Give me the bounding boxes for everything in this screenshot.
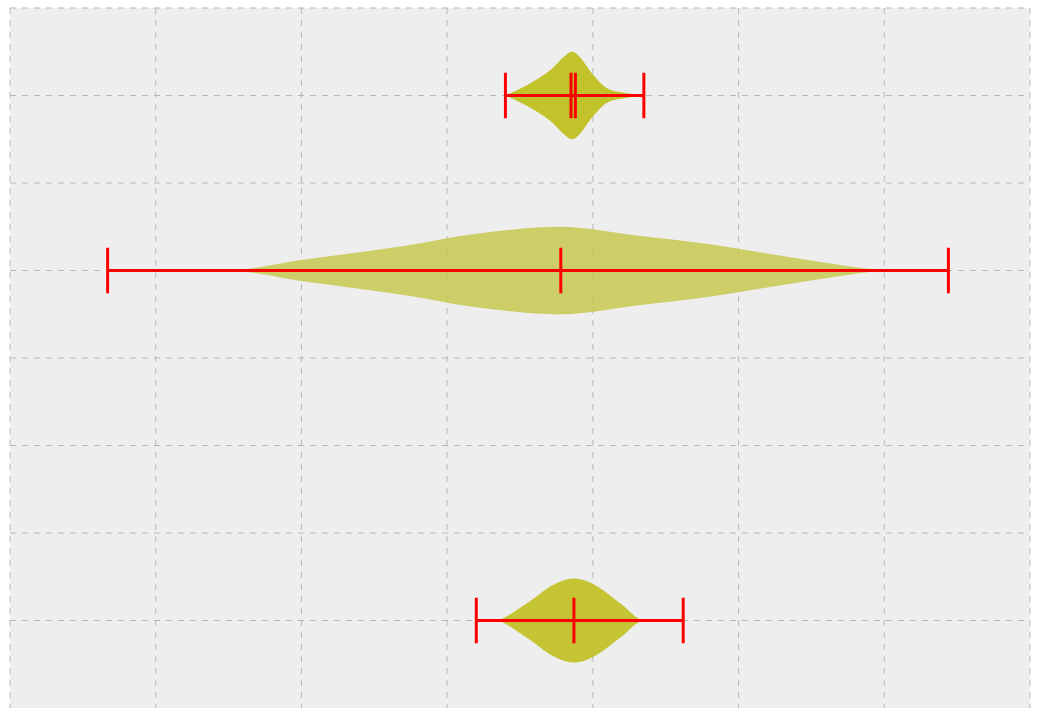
- violins: [106, 51, 950, 663]
- grid: [9, 7, 1031, 708]
